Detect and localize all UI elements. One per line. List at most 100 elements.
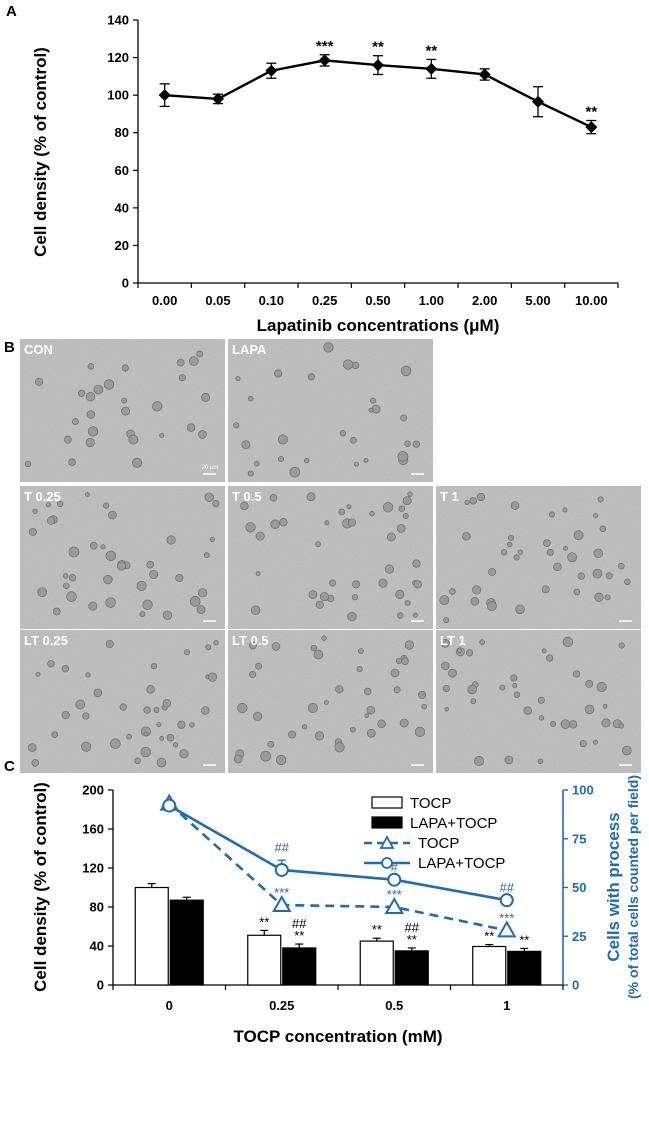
micrograph-cell — [253, 711, 263, 721]
micrograph-cell — [31, 759, 40, 767]
micrograph-cell — [143, 706, 151, 714]
panel-c-y-tick-label: 40 — [90, 939, 104, 954]
micrograph-cell — [247, 395, 254, 402]
micrograph-cell — [196, 350, 204, 358]
micrograph-cell — [523, 706, 532, 715]
micrograph-cell — [366, 705, 376, 715]
micrograph-cell — [289, 466, 301, 478]
micrograph-cell — [85, 672, 91, 678]
micrograph-cell — [319, 592, 329, 602]
micrograph-cell — [400, 365, 412, 377]
micrograph-cell — [63, 582, 70, 590]
micrograph-cell — [352, 580, 361, 589]
micrograph-cell — [302, 724, 308, 730]
micrograph-cell — [448, 668, 457, 678]
micrograph-cell — [248, 641, 257, 650]
panel-c-y2-tick-label: 0 — [572, 978, 579, 993]
micrograph-cell — [198, 588, 208, 598]
micrograph-cell — [404, 640, 414, 650]
micrograph-cell — [235, 375, 241, 382]
panel-c-right-y-axis-title-1: Cells with process — [604, 812, 623, 961]
micrograph-cell — [605, 572, 613, 580]
micrograph-cell — [105, 597, 116, 608]
micrograph-cell — [100, 544, 106, 550]
micrograph-cell — [469, 496, 478, 505]
micrograph-cell — [24, 460, 32, 468]
legend-swatch-bar — [371, 796, 403, 809]
micrograph-cell — [562, 636, 574, 648]
panel-c-y2-tick-label: 75 — [572, 831, 586, 846]
panel-a-data-point — [372, 59, 384, 72]
micrograph-cell — [399, 718, 409, 728]
micrograph-cell — [593, 513, 599, 519]
micrograph-cell — [134, 757, 141, 765]
micrograph-cell — [324, 700, 329, 705]
micrograph-cell — [203, 552, 210, 559]
micrograph-cell — [233, 754, 243, 764]
micrograph-cell — [364, 713, 370, 719]
micrograph-cell — [139, 611, 146, 618]
micrograph-cell — [245, 522, 256, 533]
micrograph-cell — [103, 379, 115, 390]
panel-c-x-tick-label: 0 — [166, 998, 173, 1013]
micrograph-cell — [440, 638, 450, 648]
panel-c-y2-tick-label: 50 — [572, 880, 586, 895]
panel-c-y-tick-label: 0 — [97, 978, 104, 993]
micrograph-cell — [466, 649, 474, 657]
legend-triangle-marker — [379, 835, 395, 849]
micrograph-cell — [449, 588, 456, 595]
micrograph-cell — [46, 516, 56, 525]
legend-label: TOCP — [418, 835, 459, 852]
micrograph-cell — [249, 670, 257, 679]
micrograph-cell — [32, 508, 38, 514]
panel-a-x-tick-label: 10.00 — [575, 293, 608, 308]
micrograph-tile: LAPA — [228, 339, 433, 482]
micrograph-cell — [592, 568, 603, 579]
micrograph-cell — [269, 494, 278, 502]
legend-swatch-bar — [371, 816, 403, 829]
micrograph-cell — [541, 585, 550, 594]
micrograph-cell — [443, 617, 450, 624]
micrograph-cell — [267, 741, 275, 748]
micrograph-cell — [196, 605, 206, 614]
micrograph-cell — [377, 719, 386, 729]
micrograph-cell — [307, 702, 318, 713]
micrograph-cell — [384, 564, 395, 574]
micrograph-cell — [51, 731, 58, 738]
micrograph-cell — [315, 600, 324, 609]
panel-a-y-tick-label: 60 — [115, 163, 129, 178]
micrograph-cell — [209, 536, 215, 543]
panel-c-triangle-marker — [497, 920, 517, 938]
micrograph-cell — [198, 430, 207, 439]
micrograph-cell — [250, 605, 261, 616]
micrograph-cell — [201, 706, 210, 715]
micrograph-cell — [401, 657, 409, 665]
micrograph-cell — [308, 590, 318, 599]
panel-a-data-point — [158, 89, 171, 102]
micrograph-cell — [128, 434, 139, 445]
micrograph-cell — [152, 401, 163, 412]
panel-c-circle-marker — [499, 893, 514, 908]
panel-a-significance-label: ** — [585, 104, 597, 121]
panel-c-bar-significance-label: ** — [484, 929, 494, 944]
micrograph-cell — [88, 601, 98, 611]
micrograph-cell — [601, 718, 611, 728]
micrograph-cell — [506, 541, 513, 548]
micrograph-cell — [142, 599, 153, 610]
micrograph-cell — [313, 649, 324, 660]
panel-c-x-tick-label: 0.5 — [385, 998, 403, 1013]
micrograph-cell — [52, 607, 61, 616]
micrograph-cell — [573, 588, 581, 596]
micrograph-cell — [87, 426, 99, 437]
micrograph-cell — [105, 639, 114, 649]
micrograph-cell — [546, 548, 554, 556]
micrograph-cell — [27, 743, 37, 752]
panel-a-y-tick-label: 140 — [107, 13, 129, 28]
micrograph-cell — [201, 392, 211, 402]
micrograph-cell — [176, 358, 185, 367]
micrograph-cell — [356, 665, 363, 673]
micrograph-cell — [479, 639, 485, 645]
panel-c-right-y-axis-title-2: (% of total cells counted per field) — [625, 775, 641, 999]
panel-c-bar-significance-label: ** — [519, 932, 529, 947]
